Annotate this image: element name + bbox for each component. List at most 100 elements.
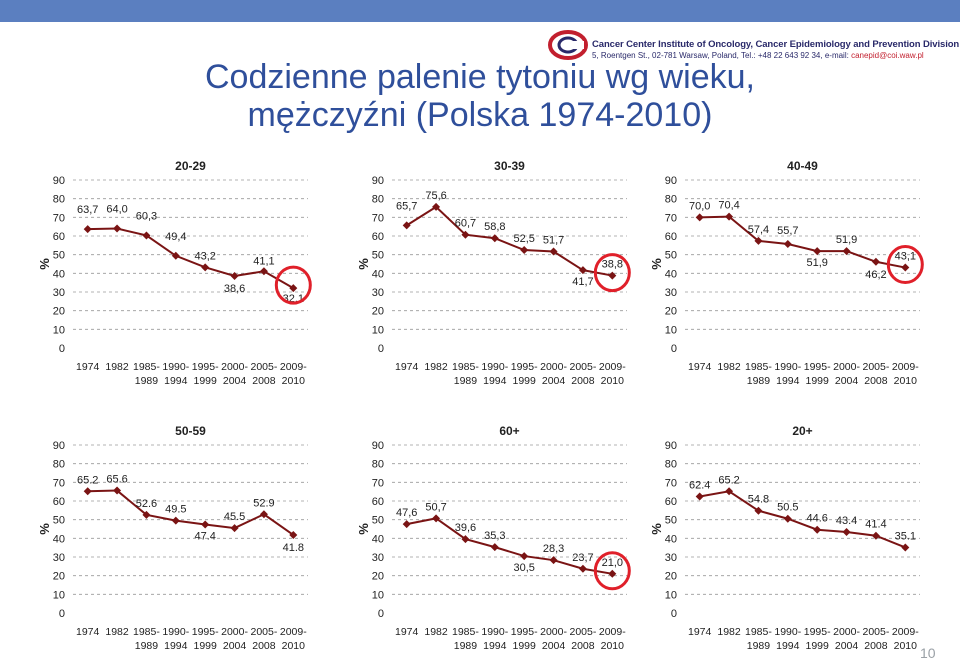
data-point: [201, 263, 210, 272]
x-tick-label: 1989: [135, 640, 159, 652]
x-tick-label: 1982: [105, 361, 129, 373]
institute-name: Cancer Center Institute of Oncology, Can…: [592, 39, 960, 50]
y-tick-label: 60: [53, 496, 65, 508]
data-label: 23,7: [572, 552, 593, 564]
x-tick-label: 1995-: [804, 361, 831, 373]
x-tick-label: 1985-: [452, 626, 479, 638]
x-tick-label: 2010: [894, 375, 918, 387]
x-tick-label: 2000-: [833, 626, 860, 638]
chart-50-59: 0 10 20 30 40 50 60 70 80 90% 50-59 1974 1982 1985- 19…: [18, 424, 328, 655]
data-label: 58,8: [484, 221, 505, 233]
x-tick-label: 2000-: [221, 626, 248, 638]
chart-20-29: 0 10 20 30 40 50 60 70 80 90% 20-29 1974 1982 1985- 19…: [18, 159, 328, 390]
x-tick-label: 1989: [747, 640, 771, 652]
data-point: [725, 212, 734, 221]
data-point: [608, 271, 617, 280]
x-tick-label: 1974: [395, 361, 419, 373]
y-tick-label: 80: [53, 459, 65, 471]
y-tick-label: 80: [665, 194, 677, 206]
data-label: 52.9: [253, 497, 274, 509]
data-point: [142, 510, 151, 519]
chart-20-plus: 0 10 20 30 40 50 60 70 80 90% 20+ 1974 1982 1985- 1989…: [630, 424, 940, 655]
data-label: 30,5: [513, 562, 534, 574]
x-tick-label: 2004: [542, 375, 566, 387]
data-point: [490, 543, 499, 552]
y-tick-label: 0: [378, 343, 384, 355]
data-label: 38,8: [602, 259, 623, 271]
x-tick-label: 2005-: [570, 361, 597, 373]
x-tick-label: 1990-: [162, 626, 189, 638]
data-point: [490, 234, 499, 243]
series-line: [87, 489, 294, 536]
y-tick-label: 60: [372, 496, 384, 508]
institute-header: Cancer Center Institute of Oncology, Can…: [548, 30, 959, 60]
data-label: 51,9: [836, 234, 857, 246]
data-label: 52,5: [513, 233, 534, 245]
x-tick-label: 2000-: [833, 361, 860, 373]
y-tick-label: 10: [53, 324, 65, 336]
data-point: [695, 492, 704, 501]
y-tick-label: 30: [372, 287, 384, 299]
y-tick-label: 90: [372, 175, 384, 187]
x-tick-label: 2009-: [599, 361, 626, 373]
highlight-circle: [593, 551, 631, 591]
data-label: 45.5: [224, 511, 245, 523]
data-point: [754, 236, 763, 245]
x-tick-label: 2008: [571, 640, 595, 652]
x-tick-label: 2000-: [540, 361, 567, 373]
data-point: [289, 530, 298, 539]
data-label: 43.4: [836, 515, 857, 527]
x-tick-label: 1990-: [774, 361, 801, 373]
data-point: [842, 247, 851, 256]
highlight-circle: [274, 265, 312, 305]
data-point: [230, 524, 239, 533]
data-point: [402, 520, 411, 529]
institute-email-link[interactable]: canepid@coi.waw.pl: [851, 51, 924, 60]
y-tick-label: 0: [671, 608, 677, 620]
y-tick-label: 40: [53, 268, 65, 280]
x-tick-label: 2004: [223, 640, 247, 652]
y-tick-label: 20: [53, 571, 65, 583]
x-tick-label: 1974: [76, 626, 100, 638]
data-point: [725, 487, 734, 496]
institute-logo-icon: [548, 30, 588, 60]
data-label: 65.6: [106, 474, 127, 486]
series-line: [699, 490, 906, 549]
x-tick-label: 1982: [424, 626, 448, 638]
x-tick-label: 1994: [483, 375, 507, 387]
x-tick-label: 1974: [76, 361, 100, 373]
y-tick-label: 70: [665, 477, 677, 489]
data-label: 57,4: [748, 224, 769, 236]
data-label: 55,7: [777, 225, 798, 237]
y-tick-label: 90: [665, 440, 677, 452]
x-tick-label: 1995-: [511, 361, 538, 373]
chart-title: 40-49: [787, 159, 818, 173]
x-tick-label: 1990-: [481, 626, 508, 638]
y-axis-label: %: [649, 523, 664, 535]
x-tick-label: 2008: [252, 375, 276, 387]
x-tick-label: 1999: [806, 375, 830, 387]
x-tick-label: 2008: [864, 375, 888, 387]
data-point: [813, 525, 822, 534]
x-tick-label: 1985-: [452, 361, 479, 373]
y-tick-label: 50: [372, 515, 384, 527]
y-tick-label: 40: [665, 533, 677, 545]
data-label: 43,2: [194, 250, 215, 262]
data-label: 35.1: [895, 530, 916, 542]
y-tick-label: 50: [665, 515, 677, 527]
x-tick-label: 1994: [483, 640, 507, 652]
page-number: 10: [920, 645, 936, 661]
data-point: [142, 231, 151, 240]
y-tick-label: 20: [53, 306, 65, 318]
data-point: [171, 251, 180, 260]
y-axis-label: %: [649, 258, 664, 270]
data-label: 49,4: [165, 231, 186, 243]
y-tick-label: 10: [665, 589, 677, 601]
y-tick-label: 10: [665, 324, 677, 336]
y-tick-label: 30: [665, 552, 677, 564]
data-point: [461, 535, 470, 544]
data-label: 52.6: [136, 498, 157, 510]
y-tick-label: 90: [53, 175, 65, 187]
y-tick-label: 90: [665, 175, 677, 187]
data-point: [289, 284, 298, 293]
